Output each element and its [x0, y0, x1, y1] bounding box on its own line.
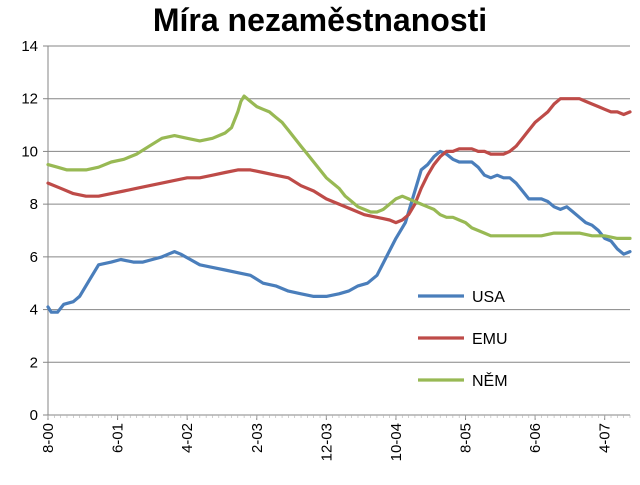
x-tick-label: 6-01 [110, 423, 127, 453]
x-tick-label: 2-03 [249, 423, 266, 453]
legend-label: NĚM [472, 371, 508, 390]
series-line-emu [46, 97, 632, 225]
y-tick-label: 2 [30, 354, 38, 371]
legend: USA EMU NĚM [418, 289, 508, 390]
y-tick-label: 6 [30, 249, 38, 266]
x-tick-label: 6-06 [527, 423, 544, 453]
x-tick-label: 8-00 [40, 423, 57, 453]
series-line-něm [46, 94, 632, 240]
series-line-usa [46, 149, 632, 314]
legend-label: EMU [472, 331, 508, 348]
chart-title: Míra nezaměstnanosti [152, 2, 488, 38]
y-tick-label: 4 [30, 302, 38, 319]
x-tick-label: 10-04 [388, 423, 405, 461]
y-tick-label: 0 [30, 407, 38, 424]
y-tick-label: 10 [21, 143, 38, 160]
gridlines [47, 45, 630, 416]
y-axis-ticks: 0 2 4 6 8 10 12 14 [21, 38, 48, 424]
x-axis-ticks: 8-006-014-022-0312-0310-048-056-064-072-… [40, 415, 631, 461]
x-tick-label: 4-02 [179, 423, 196, 453]
y-tick-label: 14 [21, 38, 38, 55]
series-lines [46, 94, 632, 314]
y-tick-label: 8 [30, 196, 38, 213]
x-tick-label: 8-05 [458, 423, 475, 453]
x-tick-label: 12-03 [318, 423, 335, 461]
y-tick-label: 12 [21, 91, 38, 108]
x-tick-label: 4-07 [597, 423, 614, 453]
legend-label: USA [472, 289, 505, 306]
